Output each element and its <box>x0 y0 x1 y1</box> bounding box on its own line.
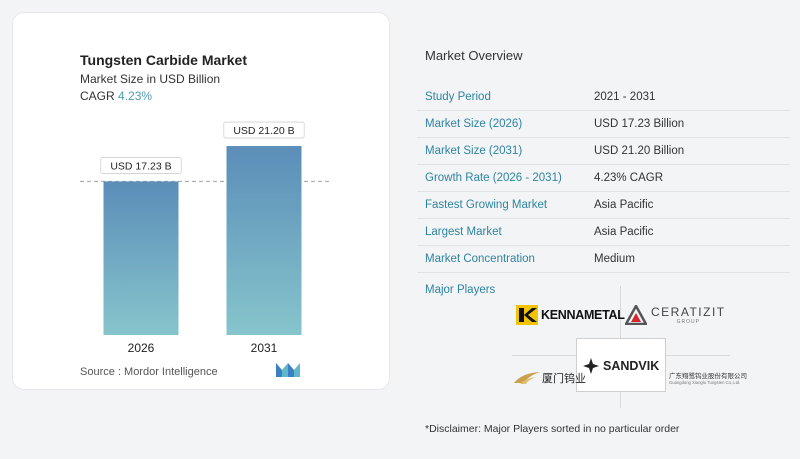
bar-chart: USD 17.23 B 2026 USD 21.20 B 2031 <box>80 121 330 355</box>
chart-title: Tungsten Carbide Market <box>80 52 247 68</box>
overview-label: Market Concentration <box>425 253 535 265</box>
major-players-label: Major Players <box>425 284 496 296</box>
overview-value: USD 17.23 Billion <box>594 118 685 130</box>
data-label-box <box>100 157 182 174</box>
overview-row-size-2031: Market Size (2031) USD 21.20 Billion <box>417 138 790 165</box>
overview-label: Study Period <box>425 91 491 103</box>
overview-label: Market Size (2031) <box>425 145 523 157</box>
cagr-label: CAGR <box>80 89 115 103</box>
overview-label: Market Size (2026) <box>425 118 523 130</box>
overview-value: 4.23% CAGR <box>594 172 664 184</box>
mordor-logo-icon <box>276 363 300 377</box>
ceratizit-logo: CERATIZIT GROUP <box>625 305 726 325</box>
data-label-box <box>223 121 305 139</box>
data-label: USD 17.23 B <box>110 160 171 172</box>
overview-row-study-period: Study Period 2021 - 2031 <box>417 84 790 111</box>
overview-title: Market Overview <box>425 48 523 63</box>
overview-value: USD 21.20 Billion <box>594 145 685 157</box>
bar-2026 <box>103 181 179 335</box>
overview-row-concentration: Market Concentration Medium <box>417 246 790 273</box>
overview-label: Fastest Growing Market <box>425 199 548 211</box>
overview-value: 2021 - 2031 <box>594 91 656 103</box>
cagr-value: 4.23% <box>118 89 153 103</box>
disclaimer: *Disclaimer: Major Players sorted in no … <box>425 423 680 435</box>
ceratizit-name: CERATIZIT <box>651 305 726 319</box>
xiamen-wing-icon <box>514 372 540 384</box>
xiamen-tungsten-logo: 厦门钨业 <box>514 370 586 386</box>
ceratizit-group: GROUP <box>676 319 700 325</box>
chart-card <box>12 12 390 390</box>
overview-table: Study Period 2021 - 2031 Market Size (20… <box>417 84 790 273</box>
overview-row-growth-rate: Growth Rate (2026 - 2031) 4.23% CAGR <box>417 165 790 192</box>
ceratizit-triangle-icon <box>625 305 647 325</box>
source-name: Mordor Intelligence <box>124 366 218 378</box>
overview-label: Largest Market <box>425 226 502 238</box>
kennametal-k-icon <box>516 305 538 325</box>
overview-row-largest-market: Largest Market Asia Pacific <box>417 219 790 246</box>
overview-value: Asia Pacific <box>594 226 654 238</box>
xiamen-name: 厦门钨业 <box>542 373 586 385</box>
source-prefix: Source : <box>80 366 121 378</box>
overview-row-size-2026: Market Size (2026) USD 17.23 Billion <box>417 111 790 138</box>
kennametal-name: KENNAMETAL <box>541 308 625 322</box>
xianglu-sub: Guangdong Xianglu Tungsten Co.,Ltd. <box>669 380 741 385</box>
sandvik-logo: SANDVIK <box>583 358 659 374</box>
source-line: Source : Mordor Intelligence <box>80 366 218 378</box>
kennametal-logo: KENNAMETAL <box>516 305 625 325</box>
overview-value: Asia Pacific <box>594 199 654 211</box>
cagr-line: CAGR 4.23% <box>80 89 152 103</box>
sandvik-name: SANDVIK <box>603 359 660 373</box>
xianglu-logo: 广东翔鹭钨业股份有限公司 Guangdong Xianglu Tungsten … <box>669 370 747 385</box>
x-tick-label: 2026 <box>128 341 155 355</box>
overview-label: Growth Rate (2026 - 2031) <box>425 172 562 184</box>
xianglu-name: 广东翔鹭钨业股份有限公司 <box>669 373 747 380</box>
overview-row-fastest-growing: Fastest Growing Market Asia Pacific <box>417 192 790 219</box>
data-label: USD 21.20 B <box>233 125 294 137</box>
overview-value: Medium <box>594 253 635 265</box>
sandvik-star-icon <box>583 358 599 374</box>
x-tick-label: 2031 <box>251 341 278 355</box>
chart-subtitle: Market Size in USD Billion <box>80 72 221 86</box>
bar-2031 <box>226 146 302 335</box>
